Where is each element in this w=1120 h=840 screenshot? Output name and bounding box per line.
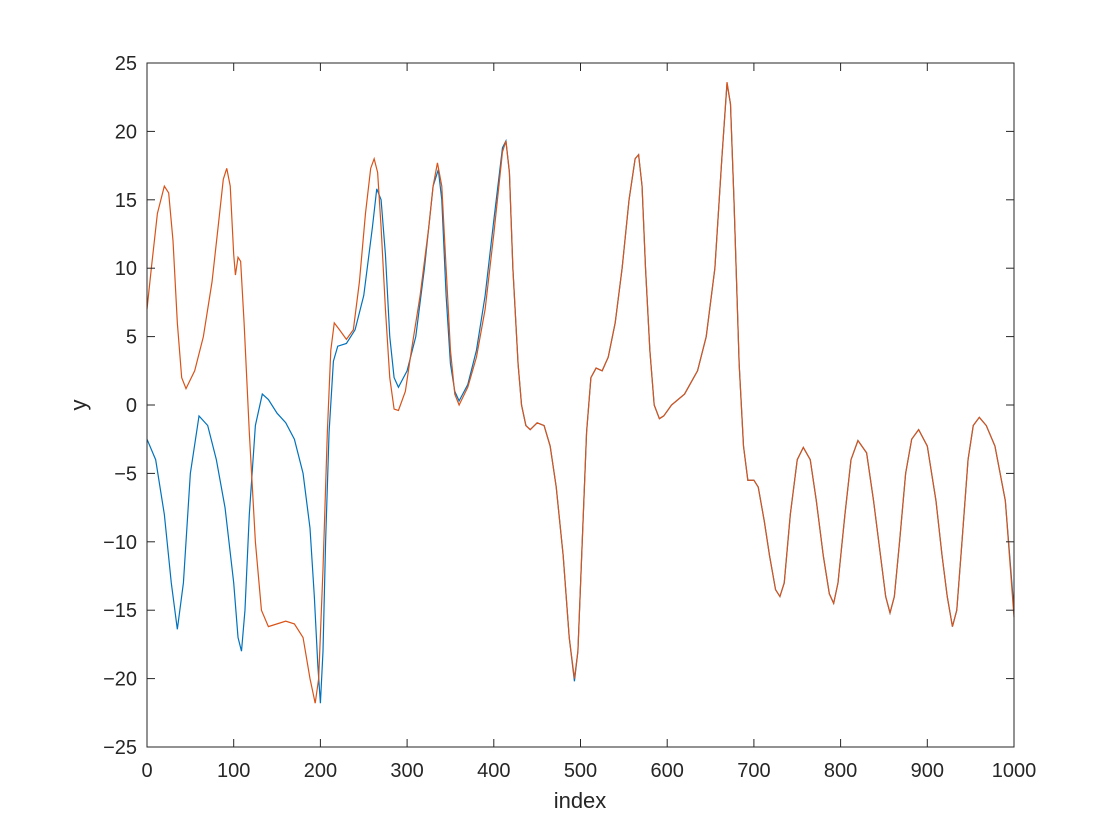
x-tick-label: 1000 [992, 760, 1037, 782]
axes-layer: 0 100 200 300 400 500 600 700 800 900 1000−25−20−1… [103, 53, 1036, 782]
x-tick-label: 500 [564, 760, 597, 782]
y-tick-label: −10 [103, 532, 137, 554]
x-tick-label: 900 [911, 760, 944, 782]
y-tick-label: −5 [114, 463, 137, 485]
y-tick-label: −25 [103, 737, 137, 759]
y-tick-label: 15 [115, 190, 137, 212]
y-tick-label: −20 [103, 669, 137, 691]
x-tick-label: 300 [390, 760, 423, 782]
y-tick-label: 5 [126, 327, 137, 349]
series-layer [146, 82, 1015, 704]
x-tick-label: 200 [304, 760, 337, 782]
x-tick-label: 100 [217, 760, 250, 782]
x-tick-label: 800 [824, 760, 857, 782]
y-tick-label: 20 [115, 121, 137, 143]
y-axis-label: y [66, 400, 91, 411]
y-tick-label: −15 [103, 600, 137, 622]
x-tick-label: 0 [141, 760, 152, 782]
x-tick-label: 600 [651, 760, 684, 782]
y-tick-label: 25 [115, 53, 137, 75]
axes-box [146, 62, 1015, 748]
x-axis-label: index [554, 788, 607, 813]
series-line-2 [146, 82, 1015, 704]
y-tick-label: 10 [115, 258, 137, 280]
x-tick-label: 400 [477, 760, 510, 782]
x-tick-label: 700 [737, 760, 770, 782]
y-tick-label: 0 [126, 395, 137, 417]
series-line-1 [146, 83, 1015, 704]
